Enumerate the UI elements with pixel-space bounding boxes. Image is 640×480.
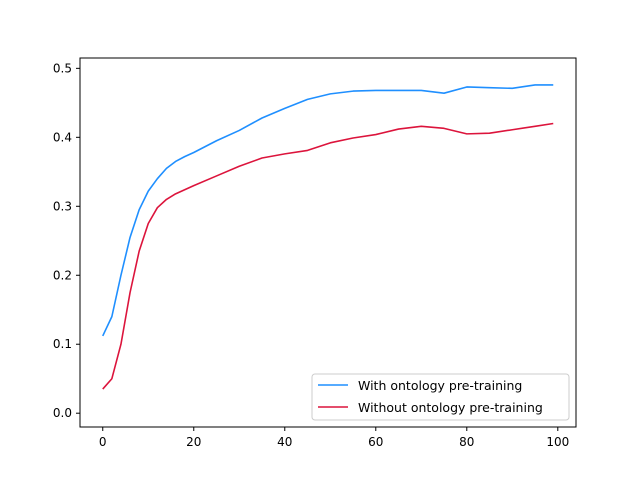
y-axis: 0.0 0.1 0.2 0.3 0.4 0.5 (53, 61, 80, 420)
y-tick-label: 0.0 (53, 406, 72, 420)
x-tick-label: 0 (99, 435, 107, 449)
x-tick-label: 100 (546, 435, 569, 449)
x-tick-label: 60 (368, 435, 383, 449)
x-tick-label: 40 (277, 435, 292, 449)
series-line-with-ontology (102, 84, 554, 337)
legend: With ontology pre-training Without ontol… (311, 373, 570, 421)
legend-label-with-ontology: With ontology pre-training (358, 378, 522, 393)
y-tick-label: 0.1 (53, 337, 72, 351)
legend-label-without-ontology: Without ontology pre-training (358, 400, 543, 415)
x-tick-label: 80 (459, 435, 474, 449)
series-layer (102, 84, 554, 390)
x-tick-label: 20 (186, 435, 201, 449)
series-line-without-ontology (102, 122, 554, 390)
plot-frame (79, 57, 577, 428)
legend-frame (311, 373, 570, 421)
y-tick-label: 0.4 (53, 130, 72, 144)
y-tick-label: 0.3 (53, 199, 72, 213)
y-tick-label: 0.5 (53, 61, 72, 75)
y-tick-label: 0.2 (53, 268, 72, 282)
x-axis: 0 20 40 60 80 100 (99, 427, 569, 449)
